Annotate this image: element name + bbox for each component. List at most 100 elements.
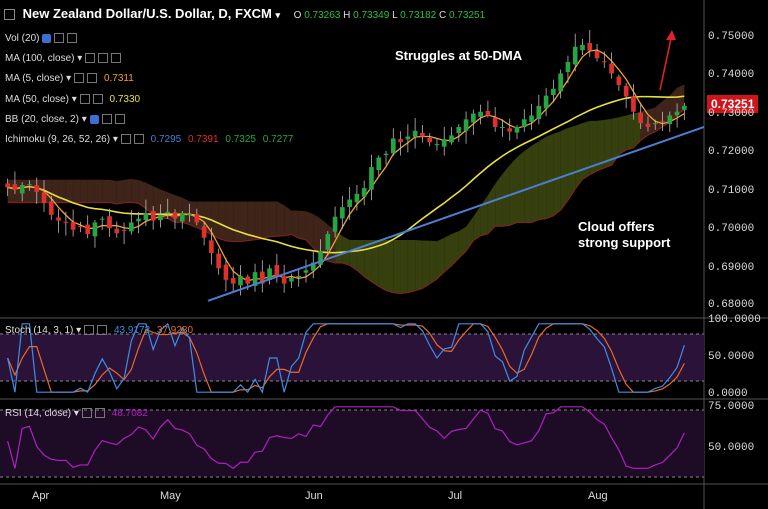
candle-body [296, 275, 302, 278]
stoch-k-line [7, 322, 685, 394]
candle-body [303, 270, 309, 273]
stoch-tick: 50.0000 [708, 351, 755, 363]
candle-body [551, 88, 556, 95]
settings-icon[interactable] [74, 73, 85, 84]
close-icon[interactable] [114, 114, 125, 125]
ichimoku-cloud-segment [102, 179, 110, 203]
ichimoku-cloud-segment [531, 141, 539, 223]
candle-body [682, 105, 687, 110]
ichimoku-cloud-segment [567, 125, 576, 201]
ichimoku-cloud-segment [553, 131, 561, 216]
candle-body [587, 43, 593, 51]
indicator-ichimoku[interactable]: Ichimoku (9, 26, 52, 26) ▾ 0.7295 0.7391… [5, 134, 294, 145]
candle-body [601, 61, 607, 63]
ichimoku-cloud-segment [94, 179, 103, 203]
ichimoku-cloud-segment [124, 179, 132, 203]
settings-icon[interactable] [120, 134, 131, 145]
eye-icon[interactable] [87, 73, 98, 84]
eye-icon[interactable] [101, 114, 112, 125]
eye-icon[interactable] [133, 134, 144, 145]
candle-body [41, 192, 47, 203]
candle-body [310, 262, 316, 271]
candle-body [179, 212, 185, 222]
ichimoku-cloud-segment [487, 183, 496, 234]
candle-body [383, 153, 389, 156]
candle-body [667, 115, 673, 124]
close-icon[interactable] [67, 33, 78, 44]
settings-icon[interactable] [81, 408, 92, 419]
candle-body [529, 115, 534, 122]
ichimoku-cloud-segment [269, 201, 277, 237]
indicator-ma5[interactable]: MA (5, close) ▾ 0.7311 [5, 73, 134, 84]
chevron-down-icon[interactable]: ▾ [275, 10, 280, 20]
ichimoku-cloud-segment [611, 117, 619, 166]
candle-body [332, 216, 338, 232]
ichimoku-cloud-segment [364, 240, 372, 282]
ichimoku-cloud-segment [240, 201, 248, 242]
candle-body [238, 275, 243, 286]
settings-icon[interactable] [79, 94, 90, 105]
candle-body [456, 126, 462, 134]
candle-body [478, 111, 483, 117]
ichimoku-cloud-segment [356, 240, 365, 277]
candle-body [594, 51, 600, 59]
eye-icon[interactable] [54, 33, 65, 44]
candle-body [34, 185, 40, 192]
ichimoku-cloud-segment [480, 195, 488, 236]
settings-icon[interactable] [84, 325, 95, 336]
indicator-vol[interactable]: Vol (20) [5, 33, 78, 44]
candle-body [158, 214, 163, 221]
candle-body [405, 136, 411, 140]
candle-body [369, 167, 374, 190]
stoch-tick: 100.0000 [708, 314, 761, 326]
ichimoku-cloud-segment [436, 237, 445, 279]
ichimoku-cloud-segment [342, 235, 350, 266]
ichimoku-cloud-segment [65, 179, 74, 203]
candle-body [150, 210, 156, 221]
ohlc-readout: O 0.73263 H 0.73349 L 0.73182 C 0.73251 [293, 10, 486, 21]
candle-body [507, 128, 513, 132]
settings-icon[interactable] [42, 33, 52, 43]
settings-icon[interactable] [89, 114, 99, 124]
candle-body [201, 226, 207, 238]
eye-icon[interactable] [97, 325, 108, 336]
indicator-ma100[interactable]: MA (100, close) ▾ [5, 53, 122, 64]
minimize-icon[interactable] [4, 9, 15, 21]
eye-icon[interactable] [98, 53, 109, 64]
ichimoku-cloud-segment [109, 179, 117, 204]
ichimoku-cloud-segment [305, 211, 314, 248]
rsi-tick: 75.0000 [708, 401, 755, 413]
ichimoku-cloud-segment [262, 201, 270, 239]
ichimoku-cloud-segment [597, 119, 605, 171]
candle-body [216, 253, 221, 269]
ichimoku-cloud-segment [473, 205, 481, 241]
x-label-aug: Aug [588, 490, 608, 502]
up-arrow-main-head [666, 30, 676, 40]
candle-body [172, 212, 178, 219]
indicator-stoch[interactable]: Stoch (14, 3, 1) ▾ 43.9172 37.9280 [5, 325, 194, 336]
candle-body [558, 73, 563, 92]
ichimoku-cloud-segment [524, 145, 532, 223]
ichimoku-span-b [7, 109, 685, 295]
candle-body [318, 251, 323, 265]
eye-icon[interactable] [94, 408, 105, 419]
ma5-value: 0.7311 [103, 73, 134, 84]
candle-body [114, 228, 120, 234]
indicator-ma50[interactable]: MA (50, close) ▾ 0.7330 [5, 94, 141, 105]
ichimoku-cloud-segment [429, 240, 437, 284]
candle-body [245, 276, 251, 284]
eye-icon[interactable] [92, 94, 103, 105]
settings-icon[interactable] [85, 53, 96, 64]
candle-body [572, 46, 578, 65]
x-label-apr: Apr [32, 490, 50, 502]
candle-body [471, 113, 476, 123]
close-icon[interactable] [111, 53, 122, 64]
ichimoku-cloud-segment [320, 218, 328, 262]
stoch-k-value: 43.9172 [113, 325, 151, 336]
ichimoku-cloud-segment [626, 113, 634, 150]
indicator-rsi[interactable]: RSI (14, close) ▾ 48.7082 [5, 408, 148, 419]
trendline [207, 126, 705, 302]
indicator-bb[interactable]: BB (20, close, 2) ▾ [5, 114, 125, 125]
